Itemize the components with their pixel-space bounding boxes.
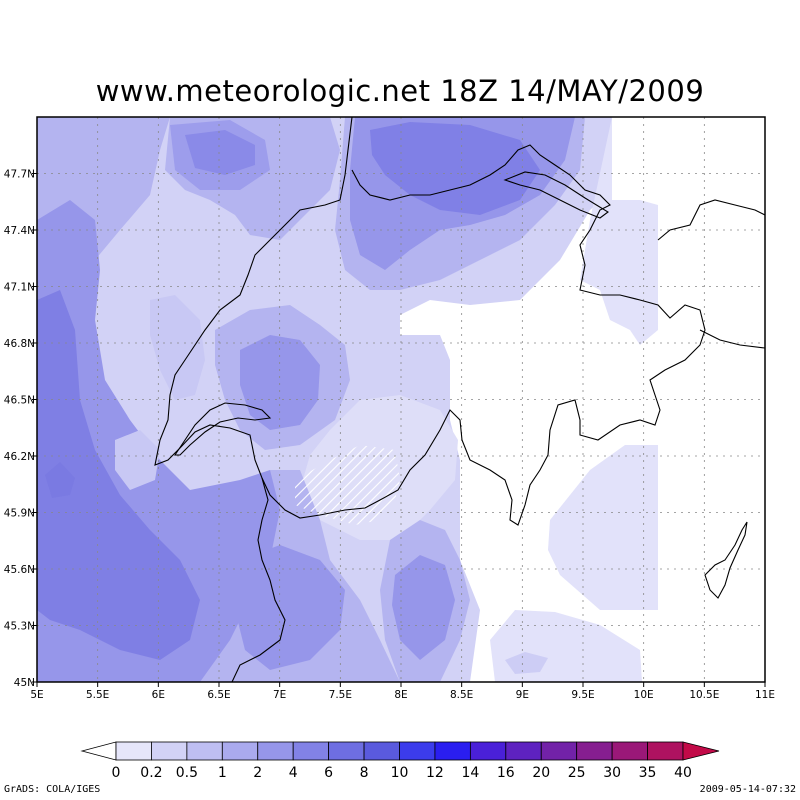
colorbar-swatch <box>576 741 613 761</box>
colorbar-swatch <box>647 741 684 761</box>
colorbar-arrow-high <box>682 741 720 761</box>
x-tick-label: 8E <box>394 689 407 701</box>
colorbar-swatch <box>221 741 259 761</box>
footer-timestamp: 2009-05-14-07:32 <box>699 784 796 795</box>
precip-light-spot-3 <box>505 652 548 674</box>
precip-light-spot-2 <box>115 430 160 490</box>
colorbar-swatch <box>399 741 436 761</box>
x-tick-label: 5.5E <box>86 689 109 701</box>
colorbar-swatch <box>363 741 400 761</box>
axis-ticks <box>32 173 766 687</box>
precip-band-dark-mid <box>240 335 320 430</box>
precip-band-dark-sw <box>235 545 345 670</box>
x-tick-label: 6E <box>152 689 165 701</box>
precip-band-strong-ne <box>370 122 540 215</box>
colorbar-label: 10 <box>391 765 409 781</box>
colorbar-swatch <box>151 741 188 761</box>
map-title: www.meteorologic.net 18Z 14/MAY/2009 <box>95 74 705 108</box>
y-tick-label: 45.3N <box>4 621 35 633</box>
colorbar-swatch <box>540 741 578 761</box>
colorbar-swatch <box>328 741 365 761</box>
colorbar-label: 35 <box>639 765 657 781</box>
x-axis-labels: 5E 5.5E 6E 6.5E 7E 7.5E 8E 8.5E 9E 9.5E 10E 10.5E 11… <box>30 689 775 701</box>
lake-constance <box>503 171 609 219</box>
precip-band-strong-nw <box>185 130 255 175</box>
footer-credit: GrADS: COLA/IGES <box>4 784 101 795</box>
colorbar-label: 0.5 <box>176 765 198 781</box>
colorbar-swatch <box>292 741 330 761</box>
colorbar-labels: 0 0.2 0.5 1 2 4 6 8 10 12 14 16 20 25 30 35 40 <box>112 765 692 781</box>
border-france-italy <box>231 477 286 682</box>
grid-lines <box>37 117 765 682</box>
y-tick-label: 47.7N <box>4 169 35 181</box>
precip-band-strong-west <box>37 290 200 660</box>
precip-band-light-se <box>548 445 658 610</box>
y-tick-label: 45.6N <box>4 564 35 576</box>
colorbar-label: 6 <box>324 765 333 781</box>
colorbar-label: 0.2 <box>140 765 162 781</box>
y-tick-label: 47.4N <box>4 225 35 237</box>
swiss-border <box>154 117 706 526</box>
colorbar-label: 14 <box>461 765 479 781</box>
boundary-lines <box>154 117 765 682</box>
colorbar-swatch <box>115 741 152 761</box>
colorbar-label: 12 <box>426 765 444 781</box>
x-tick-label: 7.5E <box>329 689 352 701</box>
colorbar-label: 20 <box>532 765 550 781</box>
colorbar-label: 25 <box>568 765 586 781</box>
colorbar-label: 16 <box>497 765 515 781</box>
colorbar-label: 40 <box>674 765 692 781</box>
precip-band-dark-south <box>392 555 455 660</box>
x-tick-label: 6.5E <box>207 689 230 701</box>
x-tick-label: 9E <box>516 689 529 701</box>
y-tick-label: 45.9N <box>4 508 35 520</box>
y-tick-label: 46.8N <box>4 338 35 350</box>
x-tick-label: 10E <box>634 689 654 701</box>
x-tick-label: 9.5E <box>571 689 594 701</box>
x-tick-label: 8.5E <box>450 689 473 701</box>
y-axis-labels: 45N 45.3N 45.6N 45.9N 46.2N 46.5N 46.8N 47.1N 47… <box>4 169 35 690</box>
x-tick-label: 5E <box>30 689 43 701</box>
precip-band-strong-blob <box>45 462 75 498</box>
colorbar-swatch <box>186 741 223 761</box>
lake-geneva <box>173 402 272 456</box>
colorbar-label: 4 <box>289 765 298 781</box>
border-east <box>657 199 765 241</box>
border-austria-italy <box>699 329 765 349</box>
colorbar-label: 30 <box>603 765 621 781</box>
y-tick-label: 45N <box>14 677 35 689</box>
hatched-region <box>295 445 400 525</box>
x-tick-label: 7E <box>273 689 286 701</box>
precip-light-spot-1 <box>150 295 205 400</box>
colorbar-label: 2 <box>253 765 262 781</box>
x-tick-label: 10.5E <box>689 689 719 701</box>
colorbar-swatch <box>469 741 507 761</box>
y-tick-label: 46.2N <box>4 451 35 463</box>
colorbar <box>80 741 720 761</box>
colorbar-label: 1 <box>218 765 227 781</box>
y-tick-label: 47.1N <box>4 282 35 294</box>
precip-band-light-east <box>580 117 658 345</box>
colorbar-swatch <box>505 741 542 761</box>
colorbar-label: 8 <box>360 765 369 781</box>
lake-garda <box>704 521 748 599</box>
y-tick-label: 46.5N <box>4 395 35 407</box>
x-tick-label: 11E <box>755 689 775 701</box>
colorbar-swatch <box>257 741 294 761</box>
colorbar-label: 0 <box>112 765 121 781</box>
colorbar-swatch <box>611 741 648 761</box>
colorbar-swatch <box>434 741 471 761</box>
colorbar-arrow-low <box>80 741 117 761</box>
